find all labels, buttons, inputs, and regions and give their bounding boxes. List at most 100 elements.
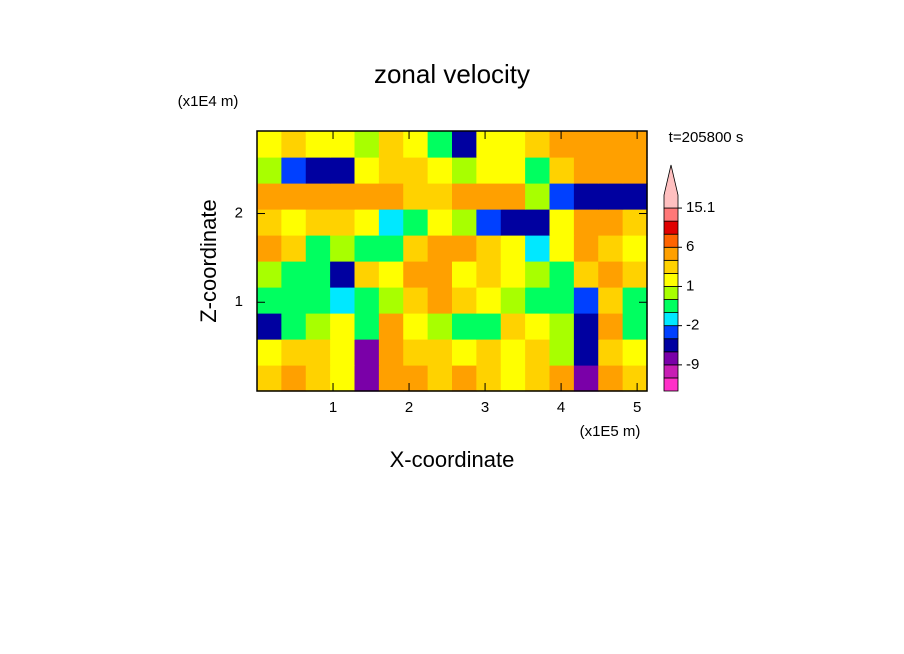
field-cell xyxy=(549,261,575,288)
field-cell xyxy=(330,183,356,210)
field-cell xyxy=(598,131,624,158)
field-cell xyxy=(427,365,453,392)
field-cell xyxy=(330,235,356,262)
field-cell xyxy=(573,365,599,392)
field-cell xyxy=(452,131,477,158)
field-cell xyxy=(330,157,356,184)
field-cell xyxy=(281,157,307,184)
field-cell xyxy=(354,287,380,314)
field-cell xyxy=(354,209,380,236)
field-cell xyxy=(257,261,282,288)
field-cell xyxy=(354,365,380,392)
field-cell xyxy=(500,209,526,236)
colorbar-segment xyxy=(663,207,679,222)
plot-frame xyxy=(256,130,648,392)
field-cell xyxy=(476,261,502,288)
field-cell xyxy=(573,235,599,262)
colorbar-segment xyxy=(663,233,679,248)
field-cell xyxy=(549,209,575,236)
field-cell xyxy=(330,287,356,314)
field-cell xyxy=(452,209,477,236)
field-cell xyxy=(330,131,356,158)
field-cell xyxy=(525,183,551,210)
field-cell xyxy=(354,131,380,158)
colorbar-label: -9 xyxy=(686,356,699,373)
field-cell xyxy=(622,157,648,184)
field-cell xyxy=(330,339,356,366)
field-cell xyxy=(305,183,331,210)
field-cell xyxy=(378,209,404,236)
field-cell xyxy=(378,287,404,314)
field-cell xyxy=(549,183,575,210)
field-cell xyxy=(257,365,282,392)
field-cell xyxy=(354,183,380,210)
field-cell xyxy=(354,313,380,340)
field-cell xyxy=(403,339,429,366)
field-cell xyxy=(500,261,526,288)
field-cell xyxy=(257,235,282,262)
field-cell xyxy=(500,365,526,392)
field-cell xyxy=(622,313,648,340)
colorbar-segment xyxy=(663,286,679,300)
field-cell xyxy=(427,131,453,158)
field-cell xyxy=(403,183,429,210)
x-unit-label: (x1E5 m) xyxy=(580,423,641,440)
x-axis-title: X-coordinate xyxy=(390,447,515,472)
field-cell xyxy=(281,209,307,236)
field-cell xyxy=(452,313,477,340)
field-cell xyxy=(427,157,453,184)
x-tick-label: 1 xyxy=(329,399,337,416)
field-cell xyxy=(573,183,599,210)
field-cell xyxy=(598,183,624,210)
field-cell xyxy=(305,339,331,366)
field-cell xyxy=(452,287,477,314)
field-cell xyxy=(476,365,502,392)
field-cell xyxy=(525,261,551,288)
time-label: t=205800 s xyxy=(669,129,744,146)
field-cell xyxy=(378,339,404,366)
field-cell xyxy=(500,313,526,340)
chart-title: zonal velocity xyxy=(374,59,530,89)
field-cell xyxy=(549,339,575,366)
field-cell xyxy=(598,287,624,314)
field-cell xyxy=(305,313,331,340)
field-cell xyxy=(476,235,502,262)
field-cell xyxy=(525,313,551,340)
field-cell xyxy=(305,261,331,288)
field-cell xyxy=(427,235,453,262)
field-cell xyxy=(305,131,331,158)
field-cell xyxy=(622,287,648,314)
field-cell xyxy=(549,365,575,392)
field-cell xyxy=(281,339,307,366)
field-cell xyxy=(476,157,502,184)
colorbar-label: 1 xyxy=(686,277,694,294)
field-cell xyxy=(257,183,282,210)
field-cell xyxy=(476,287,502,314)
field-cell xyxy=(622,209,648,236)
field-cell xyxy=(305,157,331,184)
field-cell xyxy=(281,261,307,288)
field-cell xyxy=(330,261,356,288)
field-cell xyxy=(598,339,624,366)
field-cell xyxy=(378,131,404,158)
field-cell xyxy=(257,339,282,366)
field-cell xyxy=(281,287,307,314)
colorbar-segment xyxy=(663,272,679,287)
field-cell xyxy=(549,235,575,262)
x-tick-label: 5 xyxy=(633,399,641,416)
field-cell xyxy=(500,183,526,210)
field-cell xyxy=(598,235,624,262)
field-cell xyxy=(452,235,477,262)
field-cell xyxy=(427,313,453,340)
field-cell xyxy=(305,365,331,392)
field-cell xyxy=(452,339,477,366)
field-cell xyxy=(452,261,477,288)
field-cell xyxy=(476,339,502,366)
field-cell xyxy=(598,209,624,236)
field-cell xyxy=(525,157,551,184)
field-cell xyxy=(354,157,380,184)
colorbar-segment xyxy=(663,377,679,392)
field-cell xyxy=(281,131,307,158)
y-axis-title: Z-coordinate xyxy=(196,199,221,323)
